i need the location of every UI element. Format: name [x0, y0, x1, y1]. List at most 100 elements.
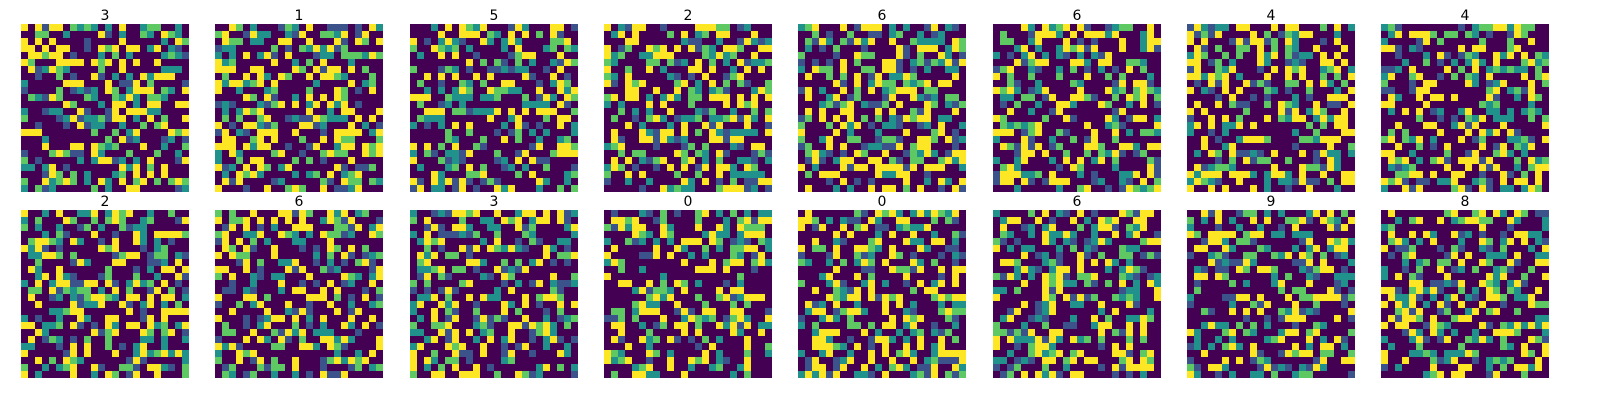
pixel	[529, 150, 536, 157]
pixel	[604, 157, 611, 164]
pixel	[1049, 80, 1056, 87]
pixel	[126, 108, 133, 115]
pixel	[1402, 73, 1409, 80]
pixel	[1000, 87, 1007, 94]
pixel	[1098, 59, 1105, 66]
pixel	[737, 150, 744, 157]
pixel	[1395, 150, 1402, 157]
pixel	[1049, 59, 1056, 66]
pixel	[1035, 150, 1042, 157]
pixel	[1528, 164, 1535, 171]
pixel	[1521, 59, 1528, 66]
pixel	[1472, 108, 1479, 115]
pixel	[515, 24, 522, 31]
pixel	[529, 24, 536, 31]
pixel	[63, 245, 70, 252]
pixel	[466, 31, 473, 38]
pixel	[42, 31, 49, 38]
pixel	[1257, 122, 1264, 129]
pixel	[557, 164, 564, 171]
pixel	[896, 24, 903, 31]
pixel	[306, 157, 313, 164]
pixel	[112, 45, 119, 52]
pixel	[903, 101, 910, 108]
pixel	[49, 73, 56, 80]
pixel	[21, 150, 28, 157]
pixel	[632, 38, 639, 45]
pixel	[473, 143, 480, 150]
pixel	[410, 157, 417, 164]
pixel	[1133, 143, 1140, 150]
pixel	[1215, 185, 1222, 192]
pixel	[417, 52, 424, 59]
pixel	[840, 157, 847, 164]
pixel	[1098, 101, 1105, 108]
pixel	[182, 150, 189, 157]
pixel	[1458, 87, 1465, 94]
pixel	[334, 73, 341, 80]
pixel	[1133, 129, 1140, 136]
pixel	[1112, 171, 1119, 178]
pixel	[1437, 31, 1444, 38]
pixel	[140, 164, 147, 171]
pixel	[140, 122, 147, 129]
pixel	[1486, 31, 1493, 38]
pixel	[424, 66, 431, 73]
pixel	[522, 24, 529, 31]
pixel	[632, 24, 639, 31]
pixel	[889, 115, 896, 122]
pixel	[320, 150, 327, 157]
pixel	[126, 80, 133, 87]
pixel	[278, 171, 285, 178]
pixel	[424, 178, 431, 185]
pixel	[459, 24, 466, 31]
pixel	[1528, 115, 1535, 122]
pixel	[1028, 52, 1035, 59]
pixel	[487, 38, 494, 45]
pixel	[480, 31, 487, 38]
pixel	[215, 45, 222, 52]
pixel	[1493, 115, 1500, 122]
pixel	[1154, 171, 1161, 178]
pixel	[1035, 136, 1042, 143]
pixel	[105, 143, 112, 150]
pixel	[49, 143, 56, 150]
pixel	[133, 231, 140, 238]
pixel	[931, 101, 938, 108]
pixel	[285, 45, 292, 52]
pixel	[70, 108, 77, 115]
pixel	[611, 101, 618, 108]
pixel	[459, 31, 466, 38]
pixel	[257, 136, 264, 143]
pixel	[1402, 164, 1409, 171]
pixel	[1381, 171, 1388, 178]
pixel	[1514, 45, 1521, 52]
pixel	[98, 94, 105, 101]
pixel	[1035, 73, 1042, 80]
pixel	[1402, 108, 1409, 115]
pixel	[1535, 115, 1542, 122]
pixel	[140, 308, 147, 315]
pixel	[798, 164, 805, 171]
pixel	[882, 80, 889, 87]
pixel	[730, 52, 737, 59]
pixel	[758, 178, 765, 185]
pixel	[660, 66, 667, 73]
pixel	[1479, 24, 1486, 31]
pixel	[98, 273, 105, 280]
pixel	[653, 38, 660, 45]
pixel	[959, 178, 966, 185]
pixel	[515, 80, 522, 87]
pixel	[215, 87, 222, 94]
pixel	[508, 24, 515, 31]
pixel	[229, 171, 236, 178]
pixel	[91, 108, 98, 115]
pixel	[826, 73, 833, 80]
pixel	[473, 94, 480, 101]
pixel	[1201, 122, 1208, 129]
pixel	[327, 157, 334, 164]
pixel	[501, 136, 508, 143]
pixel	[313, 66, 320, 73]
pixel	[1528, 31, 1535, 38]
pixel	[1215, 59, 1222, 66]
